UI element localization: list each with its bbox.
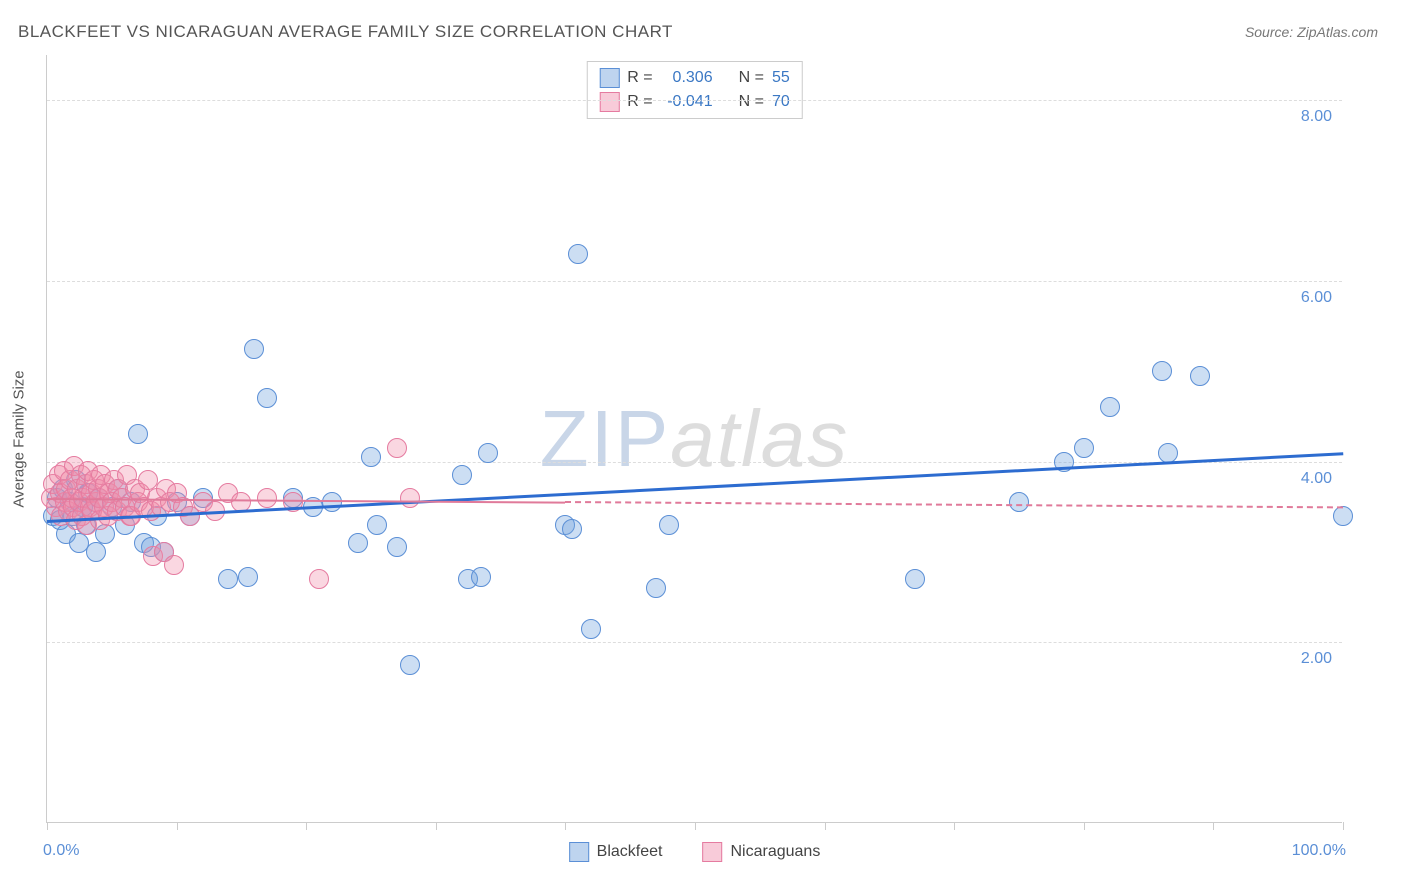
stats-row: R = -0.041 N = 70	[595, 90, 793, 114]
plot-area: Average Family Size ZIPatlas R =0.306N =…	[46, 55, 1342, 823]
legend-swatch	[569, 842, 589, 862]
data-point	[244, 339, 264, 359]
data-point	[218, 569, 238, 589]
stat-r-label: R =	[627, 69, 652, 87]
data-point	[400, 655, 420, 675]
x-tick	[565, 822, 566, 830]
stat-n-label: N =	[739, 93, 764, 111]
x-tick	[177, 822, 178, 830]
data-point	[646, 578, 666, 598]
gridline	[47, 100, 1342, 101]
x-axis-max-label: 100.0%	[1292, 842, 1346, 860]
data-point	[659, 515, 679, 535]
series-swatch	[599, 92, 619, 112]
x-tick	[436, 822, 437, 830]
data-point	[1152, 361, 1172, 381]
legend-label: Blackfeet	[597, 843, 663, 861]
legend-swatch	[702, 842, 722, 862]
data-point	[322, 492, 342, 512]
x-tick	[306, 822, 307, 830]
data-point	[387, 537, 407, 557]
x-tick	[695, 822, 696, 830]
x-axis-min-label: 0.0%	[43, 842, 79, 860]
data-point	[361, 447, 381, 467]
stat-n-value: 70	[772, 93, 790, 111]
series-swatch	[599, 68, 619, 88]
y-tick-label: 2.00	[1301, 650, 1332, 668]
x-tick	[1343, 822, 1344, 830]
data-point	[1009, 492, 1029, 512]
x-tick	[1213, 822, 1214, 830]
data-point	[452, 465, 472, 485]
data-point	[1100, 397, 1120, 417]
data-point	[348, 533, 368, 553]
x-tick	[954, 822, 955, 830]
stat-r-value: 0.306	[661, 69, 713, 87]
data-point	[478, 443, 498, 463]
data-point	[257, 388, 277, 408]
x-tick	[1084, 822, 1085, 830]
data-point	[387, 438, 407, 458]
y-tick-label: 6.00	[1301, 289, 1332, 307]
data-point	[1333, 506, 1353, 526]
data-point	[1158, 443, 1178, 463]
data-point	[562, 519, 582, 539]
legend-item: Nicaraguans	[702, 842, 820, 862]
stat-r-label: R =	[627, 93, 652, 111]
x-tick	[47, 822, 48, 830]
gridline	[47, 642, 1342, 643]
watermark: ZIPatlas	[540, 393, 849, 485]
source-label: Source: ZipAtlas.com	[1245, 24, 1378, 40]
stat-r-value: -0.041	[661, 93, 713, 111]
stats-row: R = 0.306 N = 55	[595, 66, 793, 90]
data-point	[581, 619, 601, 639]
data-point	[86, 542, 106, 562]
data-point	[128, 424, 148, 444]
stat-n-label: N =	[739, 69, 764, 87]
data-point	[1074, 438, 1094, 458]
gridline	[47, 281, 1342, 282]
data-point	[367, 515, 387, 535]
data-point	[568, 244, 588, 264]
data-point	[238, 567, 258, 587]
legend-label: Nicaraguans	[730, 843, 820, 861]
legend-item: Blackfeet	[569, 842, 663, 862]
y-axis-title: Average Family Size	[11, 370, 28, 507]
data-point	[164, 555, 184, 575]
chart-title: BLACKFEET VS NICARAGUAN AVERAGE FAMILY S…	[18, 22, 673, 42]
data-point	[1190, 366, 1210, 386]
data-point	[471, 567, 491, 587]
data-point	[138, 470, 158, 490]
watermark-part1: ZIP	[540, 394, 670, 483]
bottom-legend: Blackfeet Nicaraguans	[569, 842, 821, 862]
data-point	[905, 569, 925, 589]
data-point	[257, 488, 277, 508]
data-point	[400, 488, 420, 508]
y-tick-label: 8.00	[1301, 108, 1332, 126]
trend-line	[47, 453, 1343, 524]
data-point	[309, 569, 329, 589]
stats-box: R = 0.306 N = 55 R = -0.041 N = 70	[586, 61, 802, 119]
y-tick-label: 4.00	[1301, 470, 1332, 488]
stat-n-value: 55	[772, 69, 790, 87]
trend-line	[565, 501, 1343, 508]
x-tick	[825, 822, 826, 830]
watermark-part2: atlas	[670, 394, 849, 483]
